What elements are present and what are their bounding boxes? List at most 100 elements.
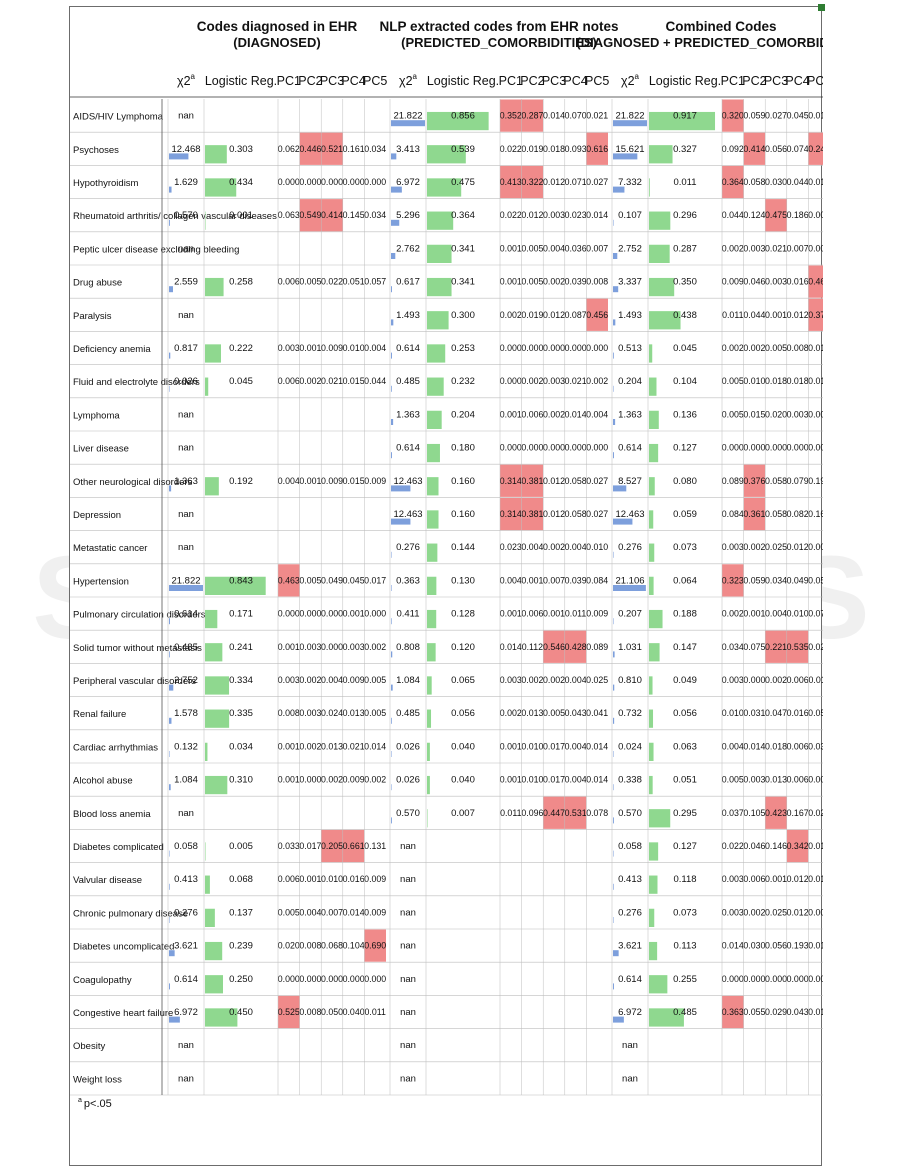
pc-value: 0.010 [521,775,543,785]
pc-value: 0.007 [586,243,608,253]
row-label: Rheumatoid arthritis/ collagen vascular … [73,211,277,222]
pc-value: 0.001 [743,609,765,619]
pc-value: 0.089 [586,642,608,652]
pc-value: 0.001 [765,874,787,884]
pc-value: 0.089 [722,476,744,486]
pc-value: 0.002 [500,708,522,718]
pc-value: 0.004 [722,741,744,751]
logistic-value: 0.204 [451,409,475,420]
comorbidity-results-table: Codes diagnosed in EHR(DIAGNOSED) NLP ext… [70,19,823,1110]
chi-value: 3.337 [618,277,642,288]
pc-value: 0.041 [586,708,608,718]
pc-value: 0.005 [364,675,386,685]
significant-cell [321,132,343,165]
chi-bar [613,717,615,724]
logistic-bar [427,145,466,164]
logistic-bar [649,211,671,230]
pc-value: 0.049 [321,575,343,585]
chi-bar [613,585,646,591]
pc-value: 0.021 [565,376,587,386]
row-label: Other neurological disorders [73,477,193,488]
pc-value: 0.022 [722,841,744,851]
pc-value: 0.001 [278,741,300,751]
pc-value: 0.023 [500,542,522,552]
chi-bar [391,485,411,492]
pc-value: 0.009 [321,343,343,353]
pc-value: 0.007 [787,243,809,253]
column-header: PC1 [277,74,301,88]
pc-value: 0.010 [321,874,343,884]
logistic-bar [427,510,439,529]
pc-value: 0.105 [743,808,765,818]
pc-value: 0.001 [343,609,365,619]
rotated-table-page: Codes diagnosed in EHR (DIAGNOSED) NLP ext… [69,4,825,1166]
pc-value: 0.047 [765,708,787,718]
chi-value: 1.578 [174,708,198,719]
logistic-value: 0.080 [673,476,697,487]
pc-value: 0.011 [365,1007,386,1017]
logistic-value: 0.255 [673,974,697,985]
logistic-bar [205,941,223,961]
logistic-value: 0.034 [229,741,253,752]
pc-value: 0.221 [765,642,787,652]
pc-value: 0.010 [743,376,765,386]
logistic-value: 0.180 [451,443,475,454]
pc-value: 0.002 [808,775,823,785]
pc-value: 0.002 [743,343,765,353]
pc-value: 0.055 [743,1007,765,1017]
pc-value: 0.013 [521,708,543,718]
pc-value: 0.074 [787,144,809,154]
chi-bar [613,684,615,691]
column-group-subtitle: (PREDICTED_COMORBIDITIES) [401,35,597,50]
pc-value: 0.004 [565,675,587,685]
pc-value: 0.009 [364,874,386,884]
logistic-bar [649,576,654,595]
chi-bar [613,817,614,824]
chi-bar [391,817,392,824]
pc-value: 0.037 [722,808,744,818]
pc-value: 0.363 [722,1007,744,1017]
logistic-bar [427,477,439,496]
chi-bar [613,518,633,525]
logistic-bar [427,742,430,761]
pc-value: 0.005 [299,575,321,585]
pc-value: 0.010 [808,111,823,121]
pc-value: 0.018 [765,741,787,751]
chi-value: 0.411 [396,609,419,620]
pc-value: 0.046 [743,277,765,287]
logistic-bar [649,510,654,529]
logistic-value: 0.137 [229,907,253,918]
pc-value: 0.690 [364,941,386,951]
pc-value: 0.002 [500,310,522,320]
chi-value: nan [400,907,416,918]
logistic-value: 0.258 [229,277,253,288]
pc-value: 0.001 [299,343,321,353]
column-header: Logistic Reg. [427,74,499,88]
significant-cell [543,630,565,663]
pc-value: 0.025 [765,907,787,917]
logistic-bar [205,742,208,761]
pc-value: 0.003 [278,343,300,353]
chi-value: 0.338 [618,775,642,786]
chi-value: 6.972 [174,1007,198,1018]
logistic-value: 0.296 [673,210,697,221]
pc-value: 0.001 [278,775,300,785]
pc-value: 0.002 [299,675,321,685]
significant-cell [500,165,522,199]
pc-value: 0.000 [321,642,343,652]
chi-bar [169,286,173,293]
pc-value: 0.004 [765,609,787,619]
logistic-value: 0.295 [673,808,697,819]
pc-value: 0.342 [787,841,809,851]
chi-bar [169,585,203,591]
pc-value: 0.000 [743,974,765,984]
chi-bar [391,717,392,724]
row-label: Hypertension [73,576,129,587]
chi-value: nan [622,1073,638,1084]
pc-value: 0.020 [278,941,300,951]
pc-value: 0.423 [765,808,787,818]
footnote-superscript: a [78,1097,82,1104]
column-header: PC5 [807,74,823,88]
row-label: Drug abuse [73,278,122,289]
chi-value: nan [178,1040,194,1051]
